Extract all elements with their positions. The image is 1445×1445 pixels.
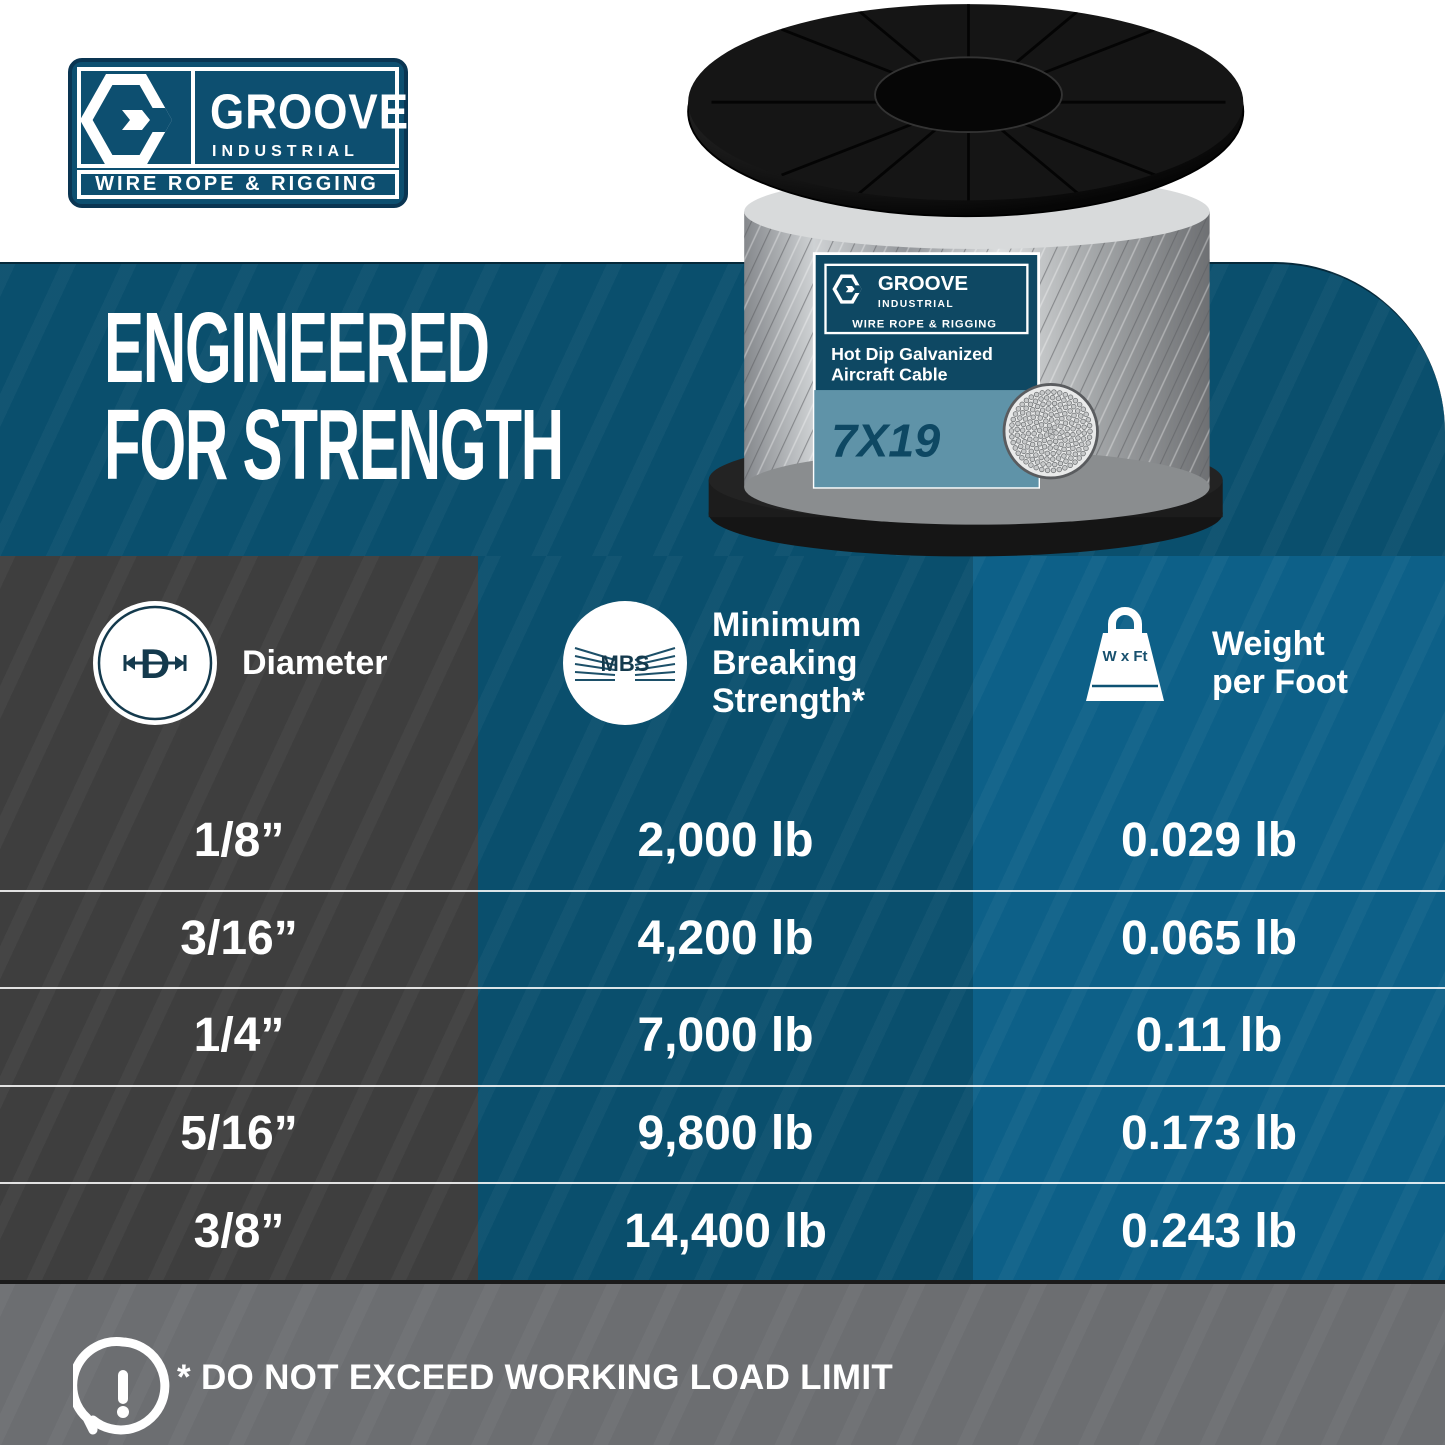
- svg-text:Aircraft Cable: Aircraft Cable: [831, 365, 948, 385]
- svg-text:D: D: [140, 640, 170, 687]
- svg-text:MBS: MBS: [601, 651, 650, 676]
- svg-text:WIRE ROPE & RIGGING: WIRE ROPE & RIGGING: [852, 318, 997, 330]
- svg-text:INDUSTRIAL: INDUSTRIAL: [212, 143, 359, 160]
- svg-text:Hot Dip Galvanized: Hot Dip Galvanized: [831, 344, 993, 364]
- svg-text:7X19: 7X19: [831, 414, 940, 466]
- svg-text:GROOVE: GROOVE: [878, 272, 968, 295]
- svg-text:INDUSTRIAL: INDUSTRIAL: [878, 299, 954, 310]
- svg-text:W x Ft: W x Ft: [1103, 648, 1148, 665]
- svg-text:WIRE ROPE & RIGGING: WIRE ROPE & RIGGING: [95, 173, 379, 195]
- svg-text:GROOVE: GROOVE: [210, 84, 408, 139]
